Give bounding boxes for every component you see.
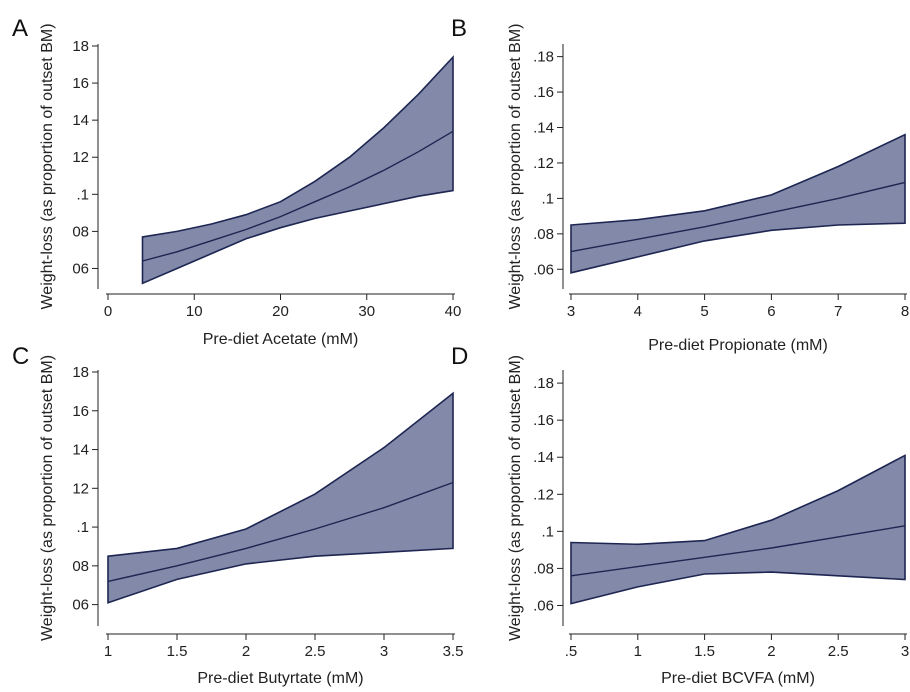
y-tick-label: 16 <box>72 75 89 92</box>
fitted-line <box>107 481 454 583</box>
x-tick-label: 10 <box>186 303 203 320</box>
fitted-line <box>570 181 906 253</box>
x-tick-label: 2.5 <box>305 643 326 660</box>
y-tick-label: .06 <box>533 597 554 614</box>
chart-panel-d: D .06 .08 .1 .12 .14 .16 .18 .5 1 1.5 2 2.5 3 Pre-diet… <box>451 343 909 687</box>
y-tick-label: 08 <box>72 558 89 575</box>
chart-panel-b: B .06 .08 .1 .12 .14 .16 .18 3 4 5 6 7 8 Pre-diet Prop… <box>451 15 909 354</box>
chart-panel-a: A 06 08 .1 12 14 16 18 0 10 20 30 40 Pre-diet Acetate… <box>12 15 461 348</box>
y-tick-label: 12 <box>72 480 89 497</box>
y-tick-label: .1 <box>76 519 89 536</box>
y-tick-label: .18 <box>533 49 554 66</box>
x-tick-label: 8 <box>901 303 909 320</box>
y-tick-label: .12 <box>533 155 554 172</box>
y-tick-label: 06 <box>72 260 89 277</box>
x-tick-label: 3 <box>380 643 388 660</box>
x-tick-label: 1.5 <box>694 643 715 660</box>
x-axis-title: Pre-diet Acetate (mM) <box>203 331 359 348</box>
x-tick-label: .5 <box>565 643 578 660</box>
x-tick-label: 1 <box>104 643 112 660</box>
x-tick-label: 1.5 <box>167 643 188 660</box>
y-tick-label: 16 <box>72 403 89 420</box>
y-tick-label: .16 <box>533 412 554 429</box>
y-tick-label: .08 <box>533 560 554 577</box>
y-tick-label: .08 <box>533 226 554 243</box>
panel-letter: C <box>12 343 29 370</box>
y-axis-title: Weight-loss (as proportion of outset BM) <box>39 23 56 309</box>
x-tick-label: 3 <box>901 643 909 660</box>
y-axis-title: Weight-loss (as proportion of outset BM) <box>507 355 524 641</box>
y-tick-label: .14 <box>533 120 554 137</box>
fitted-line <box>142 130 454 262</box>
y-axis-title: Weight-loss (as proportion of outset BM) <box>39 355 56 641</box>
y-tick-label: 18 <box>72 364 89 381</box>
y-tick-label: .1 <box>541 190 554 207</box>
x-tick-label: 30 <box>358 303 375 320</box>
x-tick-label: 4 <box>634 303 642 320</box>
confidence-band <box>570 133 906 274</box>
confidence-band <box>141 55 454 285</box>
x-tick-label: 2 <box>767 643 775 660</box>
y-tick-label: .1 <box>76 186 89 203</box>
x-tick-label: 3 <box>567 303 575 320</box>
x-tick-label: 3.5 <box>443 643 464 660</box>
y-tick-label: 18 <box>72 38 89 55</box>
y-axis-title: Weight-loss (as proportion of outset BM) <box>507 23 524 309</box>
x-tick-label: 20 <box>272 303 289 320</box>
panel-letter: B <box>451 15 467 42</box>
x-tick-label: 2.5 <box>828 643 849 660</box>
y-tick-label: 06 <box>72 597 89 614</box>
y-tick-label: 08 <box>72 223 89 240</box>
confidence-band <box>570 454 906 605</box>
x-tick-label: 7 <box>834 303 842 320</box>
chart-panel-c: C 06 08 .1 12 14 16 18 1 1.5 2 2.5 3 3.5 Pre-diet Buty… <box>12 343 463 687</box>
x-tick-label: 40 <box>445 303 462 320</box>
x-axis-title: Pre-diet Propionate (mM) <box>648 337 828 354</box>
y-tick-label: .06 <box>533 261 554 278</box>
y-tick-label: .12 <box>533 486 554 503</box>
x-tick-label: 1 <box>634 643 642 660</box>
y-tick-label: .1 <box>541 523 554 540</box>
panel-letter: D <box>451 343 468 370</box>
panel-letter: A <box>12 15 28 42</box>
x-axis-title: Pre-diet BCVFA (mM) <box>661 670 815 687</box>
y-tick-label: .14 <box>533 449 554 466</box>
y-tick-label: 12 <box>72 149 89 166</box>
y-tick-label: 14 <box>72 112 89 129</box>
y-tick-label: .18 <box>533 375 554 392</box>
x-tick-label: 0 <box>104 303 112 320</box>
y-tick-label: 14 <box>72 442 89 459</box>
fitted-line <box>570 525 906 577</box>
confidence-band <box>107 391 454 604</box>
y-tick-label: .16 <box>533 84 554 101</box>
x-tick-label: 6 <box>767 303 775 320</box>
x-tick-label: 2 <box>242 643 250 660</box>
x-tick-label: 5 <box>700 303 708 320</box>
x-axis-title: Pre-diet Butyrtate (mM) <box>197 670 363 687</box>
